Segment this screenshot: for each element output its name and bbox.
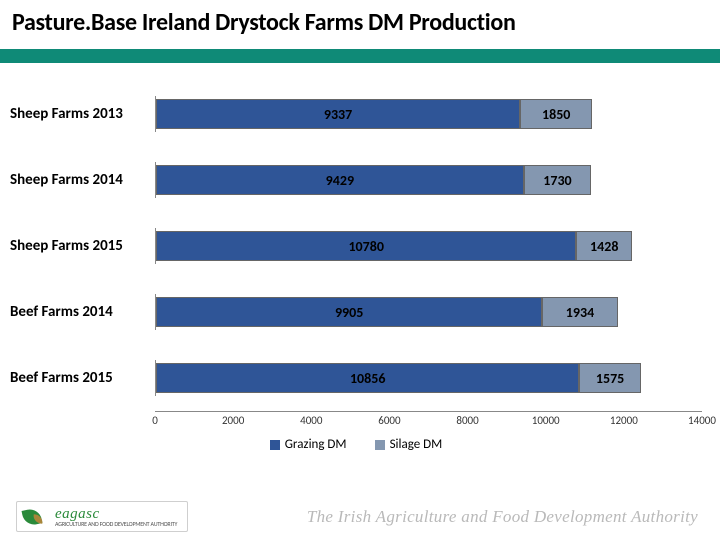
silage-segment: 1850 bbox=[520, 99, 592, 129]
teagasc-logo: eagasc AGRICULTURE AND FOOD DEVELOPMENT … bbox=[16, 501, 188, 532]
x-tick: 12000 bbox=[610, 414, 638, 427]
legend-swatch bbox=[375, 440, 385, 450]
bar-plot-area: 93371850 bbox=[155, 96, 702, 132]
bar-stack: 94291730 bbox=[156, 165, 591, 195]
chart-row: Sheep Farms 201393371850 bbox=[10, 91, 702, 137]
legend-item: Grazing DM bbox=[270, 437, 347, 452]
x-tick: 8000 bbox=[456, 414, 478, 427]
legend-label: Silage DM bbox=[390, 437, 443, 452]
page-title: Pasture.Base Ireland Drystock Farms DM P… bbox=[12, 8, 708, 37]
bar-plot-area: 107801428 bbox=[155, 228, 702, 264]
chart-container: Sheep Farms 201393371850 Sheep Farms 2014… bbox=[0, 63, 720, 458]
stacked-bar-chart: Sheep Farms 201393371850 Sheep Farms 2014… bbox=[10, 81, 702, 411]
category-label: Sheep Farms 2014 bbox=[10, 171, 155, 189]
grazing-segment: 9429 bbox=[156, 165, 524, 195]
category-label: Sheep Farms 2015 bbox=[10, 237, 155, 255]
chart-row: Sheep Farms 2015107801428 bbox=[10, 223, 702, 269]
x-axis: 02000400060008000100001200014000 bbox=[155, 411, 702, 431]
bar-plot-area: 108561575 bbox=[155, 360, 702, 396]
x-tick: 0 bbox=[152, 414, 158, 427]
x-tick: 14000 bbox=[688, 414, 716, 427]
leaf-icon bbox=[23, 507, 49, 527]
x-tick: 6000 bbox=[378, 414, 400, 427]
category-label: Beef Farms 2014 bbox=[10, 303, 155, 321]
bar-plot-area: 94291730 bbox=[155, 162, 702, 198]
bar-plot-area: 99051934 bbox=[155, 294, 702, 330]
x-tick: 10000 bbox=[532, 414, 560, 427]
bar-stack: 93371850 bbox=[156, 99, 592, 129]
footer: eagasc AGRICULTURE AND FOOD DEVELOPMENT … bbox=[0, 501, 720, 532]
x-tick: 4000 bbox=[300, 414, 322, 427]
category-label: Beef Farms 2015 bbox=[10, 369, 155, 387]
grazing-segment: 9337 bbox=[156, 99, 520, 129]
silage-segment: 1730 bbox=[524, 165, 591, 195]
silage-segment: 1575 bbox=[579, 363, 640, 393]
bar-stack: 108561575 bbox=[156, 363, 641, 393]
x-tick: 2000 bbox=[222, 414, 244, 427]
authority-text: The Irish Agriculture and Food Developme… bbox=[188, 507, 704, 527]
silage-segment: 1934 bbox=[542, 297, 617, 327]
legend-item: Silage DM bbox=[375, 437, 443, 452]
legend-swatch bbox=[270, 440, 280, 450]
grazing-segment: 10780 bbox=[156, 231, 576, 261]
legend-label: Grazing DM bbox=[285, 437, 347, 452]
bar-stack: 107801428 bbox=[156, 231, 632, 261]
chart-row: Beef Farms 2015108561575 bbox=[10, 355, 702, 401]
title-bar: Pasture.Base Ireland Drystock Farms DM P… bbox=[0, 0, 720, 49]
grazing-segment: 9905 bbox=[156, 297, 542, 327]
chart-row: Sheep Farms 201494291730 bbox=[10, 157, 702, 203]
silage-segment: 1428 bbox=[576, 231, 632, 261]
logo-subtitle: AGRICULTURE AND FOOD DEVELOPMENT AUTHORI… bbox=[55, 521, 177, 527]
chart-legend: Grazing DM Silage DM bbox=[10, 437, 702, 452]
category-label: Sheep Farms 2013 bbox=[10, 105, 155, 123]
header-accent-stripe bbox=[0, 49, 720, 63]
bar-stack: 99051934 bbox=[156, 297, 618, 327]
chart-row: Beef Farms 201499051934 bbox=[10, 289, 702, 335]
grazing-segment: 10856 bbox=[156, 363, 579, 393]
